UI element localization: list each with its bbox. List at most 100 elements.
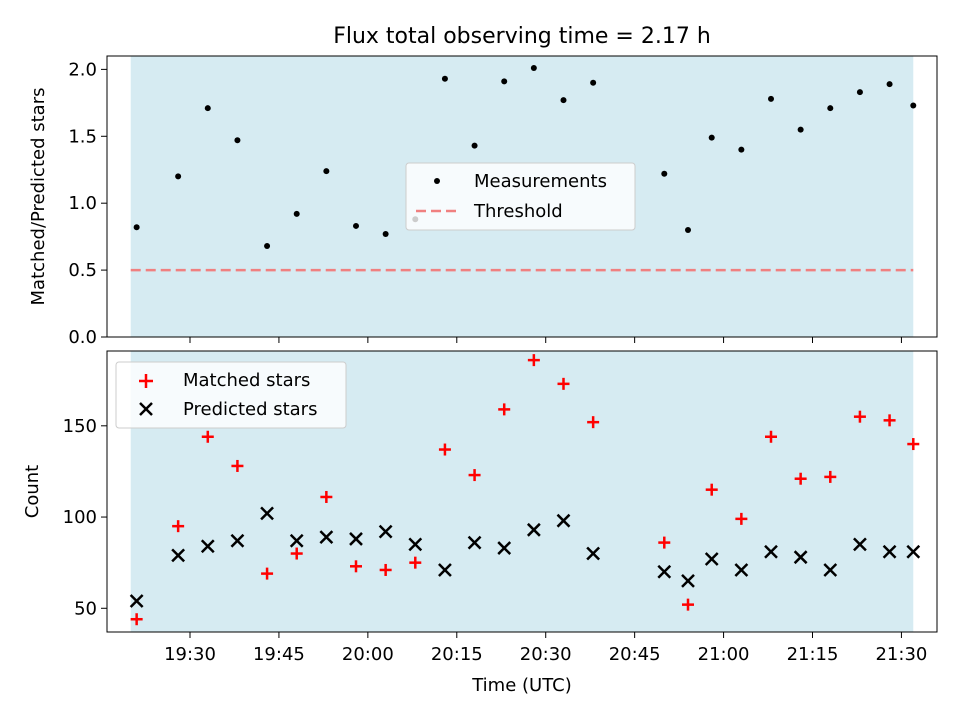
legend-measurements-label: Measurements <box>474 171 607 192</box>
matched-star-point <box>907 438 920 451</box>
measurement-point <box>175 173 182 180</box>
matched-star-point <box>883 414 896 427</box>
legend-threshold-label: Threshold <box>473 201 563 222</box>
predicted-star-point <box>378 524 393 539</box>
predicted-star-point <box>260 506 274 521</box>
x-axis-label: Time (UTC) <box>471 675 572 696</box>
matched-star-point <box>172 520 185 533</box>
measurement-point <box>264 243 271 250</box>
matched-star-point <box>201 430 214 443</box>
y-tick-label: 50 <box>74 598 97 619</box>
top-y-axis-label: Matched/Predicted stars <box>28 88 49 306</box>
y-tick-label: 0.5 <box>68 260 97 281</box>
legend-predicted-marker <box>139 402 153 416</box>
x-tick-label: 20:00 <box>342 644 394 665</box>
predicted-star-point <box>681 574 695 588</box>
matched-star-point <box>130 613 143 626</box>
predicted-star-point <box>289 533 304 548</box>
matched-star-point <box>587 416 600 429</box>
y-tick-label: 1.5 <box>68 126 97 147</box>
predicted-star-point <box>230 533 245 548</box>
y-tick-label: 1.0 <box>68 193 97 214</box>
legend-matched-label: Matched stars <box>183 370 310 391</box>
x-tick-label: 19:45 <box>253 644 305 665</box>
measurement-point <box>797 126 804 133</box>
predicted-star-point <box>526 522 541 537</box>
x-tick-label: 20:15 <box>431 644 483 665</box>
measurement-point <box>685 226 691 233</box>
bottom-panel: 50 100 150 19:30 19:45 20:00 20:15 20:30 20:45 2… <box>22 350 938 696</box>
measurement-point <box>501 78 508 85</box>
matched-star-point <box>409 556 422 569</box>
measurement-point <box>827 105 834 112</box>
x-tick-label: 21:00 <box>698 644 750 665</box>
predicted-star-point <box>556 513 571 528</box>
predicted-star-point <box>823 563 838 577</box>
measurement-point <box>530 65 537 72</box>
predicted-star-point <box>200 539 215 554</box>
predicted-star-point <box>734 563 749 577</box>
predicted-star-point <box>467 535 482 550</box>
predicted-star-point <box>129 594 144 608</box>
matched-star-point <box>468 469 481 482</box>
predicted-star-point <box>319 530 334 545</box>
measurement-point <box>471 142 478 149</box>
measurement-point <box>560 97 567 104</box>
predicted-star-point <box>882 544 897 559</box>
matched-star-point <box>290 547 303 560</box>
matched-star-point <box>794 472 807 485</box>
measurement-point <box>323 168 330 175</box>
predicted-star-point <box>349 532 363 546</box>
y-tick-label: 2.0 <box>68 59 97 80</box>
x-tick-label: 20:45 <box>609 644 661 665</box>
predicted-star-point <box>438 563 452 577</box>
y-tick-label: 100 <box>63 507 97 528</box>
predicted-star-point <box>408 537 423 552</box>
bottom-plot-frame <box>106 350 938 633</box>
measurement-point <box>738 146 745 153</box>
x-tick-label: 20:30 <box>520 644 572 665</box>
matched-star-point <box>824 470 837 483</box>
predicted-star-point <box>906 544 921 559</box>
x-tick-label: 21:30 <box>875 644 927 665</box>
matched-star-point <box>527 354 540 367</box>
matched-star-point <box>261 567 274 580</box>
predicted-star-point <box>171 548 186 563</box>
matched-star-point <box>350 560 362 573</box>
x-tick-label: 21:15 <box>787 644 839 665</box>
top-plot-frame <box>106 55 938 338</box>
measurement-point <box>204 105 211 112</box>
measurement-point <box>382 230 389 237</box>
legend-predicted-label: Predicted stars <box>183 399 317 420</box>
measurement-point <box>353 222 359 229</box>
measurement-point <box>661 170 668 177</box>
measurement-point <box>768 95 774 102</box>
legend-matched-marker <box>139 374 153 388</box>
top-panel: 0.00.51.01.52.0 Matched/Predicted stars … <box>28 55 938 348</box>
predicted-star-point <box>704 552 719 566</box>
legend-measurements-marker <box>434 178 440 184</box>
measurement-point <box>590 79 597 86</box>
measurement-point <box>856 89 863 96</box>
predicted-star-point <box>657 564 672 579</box>
matched-star-point <box>320 490 333 503</box>
predicted-star-point <box>586 546 601 561</box>
bottom-legend: Matched stars Predicted stars <box>115 361 347 429</box>
x-tick-label: 19:30 <box>164 644 216 665</box>
predicted-star-point <box>793 550 808 565</box>
top-legend: Measurements Threshold <box>405 162 636 231</box>
predicted-star-point <box>764 544 778 559</box>
matched-star-point <box>498 403 511 416</box>
y-tick-label: 150 <box>63 416 97 437</box>
measurement-point <box>234 137 241 144</box>
measurement-point <box>133 224 140 231</box>
matched-star-point <box>735 512 748 525</box>
measurement-point <box>441 75 448 82</box>
y-tick-label: 0.0 <box>68 327 97 348</box>
measurement-point <box>293 210 300 217</box>
matched-star-point <box>438 443 451 456</box>
matched-star-point <box>853 410 866 423</box>
chart-title: Flux total observing time = 2.17 h <box>333 24 711 49</box>
matched-star-point <box>682 598 694 611</box>
